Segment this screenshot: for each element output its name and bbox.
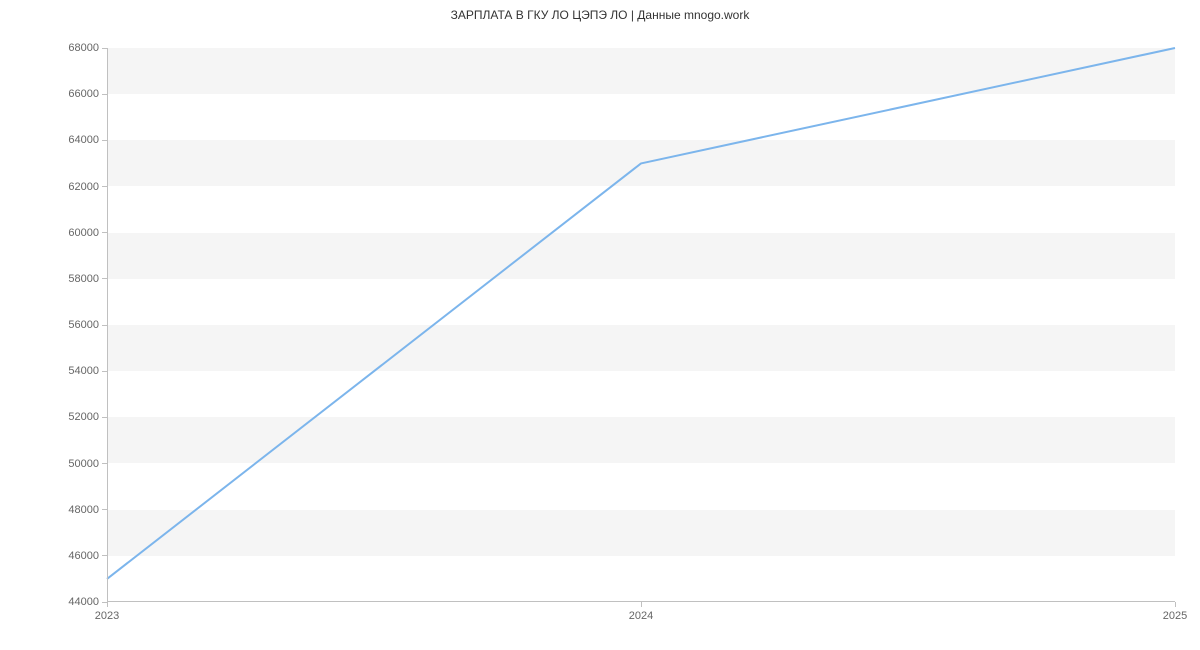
- x-tick-mark: [1175, 602, 1176, 607]
- y-axis-line: [107, 48, 108, 602]
- y-tick-label: 56000: [68, 319, 99, 331]
- chart-title: ЗАРПЛАТА В ГКУ ЛО ЦЭПЭ ЛО | Данные mnogo…: [0, 8, 1200, 22]
- y-tick-mark: [102, 509, 107, 510]
- y-tick-mark: [102, 94, 107, 95]
- y-tick-mark: [102, 232, 107, 233]
- salary-line-chart: ЗАРПЛАТА В ГКУ ЛО ЦЭПЭ ЛО | Данные mnogo…: [0, 0, 1200, 650]
- y-tick-label: 48000: [68, 504, 99, 516]
- y-tick-mark: [102, 278, 107, 279]
- y-tick-label: 46000: [68, 550, 99, 562]
- y-tick-label: 44000: [68, 596, 99, 608]
- y-tick-mark: [102, 325, 107, 326]
- x-tick-mark: [641, 602, 642, 607]
- y-tick-mark: [102, 417, 107, 418]
- y-tick-mark: [102, 186, 107, 187]
- y-tick-label: 50000: [68, 458, 99, 470]
- y-tick-label: 64000: [68, 134, 99, 146]
- y-tick-label: 62000: [68, 181, 99, 193]
- x-tick-label: 2025: [1163, 610, 1187, 622]
- series-line-salary: [107, 48, 1175, 579]
- y-tick-mark: [102, 463, 107, 464]
- y-tick-label: 52000: [68, 411, 99, 423]
- y-tick-label: 54000: [68, 365, 99, 377]
- y-tick-mark: [102, 371, 107, 372]
- y-tick-label: 60000: [68, 227, 99, 239]
- y-tick-mark: [102, 48, 107, 49]
- y-tick-mark: [102, 140, 107, 141]
- x-tick-mark: [107, 602, 108, 607]
- y-tick-label: 58000: [68, 273, 99, 285]
- x-tick-label: 2024: [629, 610, 653, 622]
- y-tick-label: 66000: [68, 88, 99, 100]
- x-tick-label: 2023: [95, 610, 119, 622]
- y-tick-label: 68000: [68, 42, 99, 54]
- line-layer: [107, 48, 1175, 602]
- plot-area: 4400046000480005000052000540005600058000…: [107, 48, 1175, 602]
- y-tick-mark: [102, 555, 107, 556]
